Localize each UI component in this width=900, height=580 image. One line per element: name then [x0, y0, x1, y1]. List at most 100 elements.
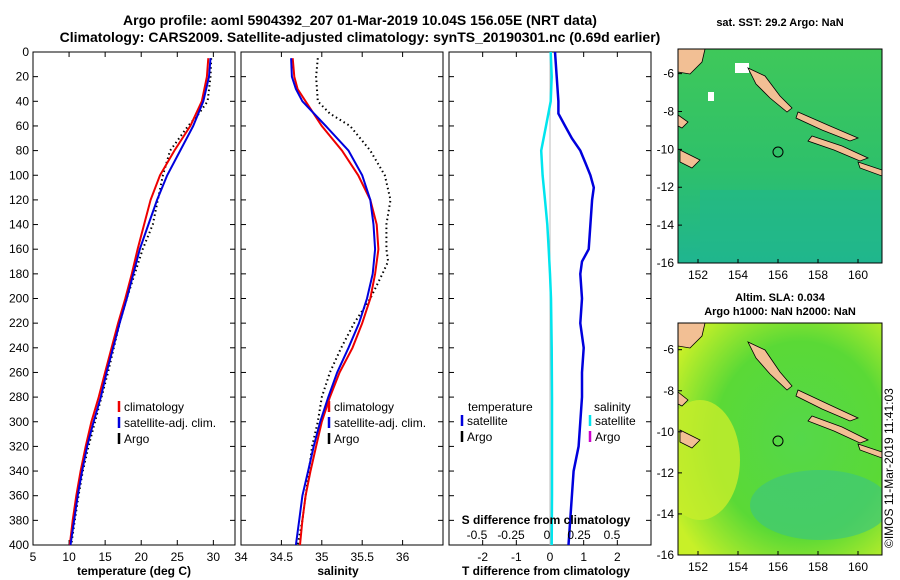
temperature-x-tick-label: 25: [171, 550, 185, 564]
temperature-panel: 0 20 40 60 80 100 120 140 160 180 200 220 240 260 280 3…: [9, 45, 236, 578]
depth-tick-label: 320: [9, 439, 29, 453]
temperature-x-tick-label: 10: [62, 550, 76, 564]
land-solomon-2: [807, 415, 869, 444]
land-new-guinea: [678, 49, 706, 75]
map-lon-label: 156: [768, 560, 788, 574]
difference-x-tick-label: 0: [547, 550, 554, 564]
difference-x-tick-label: 1: [580, 550, 587, 564]
imos-watermark: ©IMOS 11-Mar-2019 11:41:03: [882, 388, 896, 548]
legend-label: climatology: [124, 400, 184, 414]
depth-tick-label: 40: [16, 94, 30, 108]
depth-tick-label: 60: [16, 119, 30, 133]
map-lat-label: -6: [663, 67, 674, 81]
salinity-x-tick-label: 34: [234, 550, 248, 564]
land-bougainville: [747, 67, 793, 113]
argo-location-marker: [772, 146, 784, 158]
sst-map-title: sat. SST: 29.2 Argo: NaN: [716, 17, 843, 29]
difference-x-tick-label: 2: [614, 550, 621, 564]
depth-tick-label: 100: [9, 168, 29, 182]
s-difference-tick-label: -0.25: [497, 528, 525, 542]
map-lon-label: 158: [808, 268, 828, 282]
map-lat-label: -14: [657, 218, 675, 232]
map-lat-label: -10: [657, 425, 675, 439]
temperature-x-label: temperature (deg C): [77, 564, 191, 578]
map-lon-label: 154: [728, 560, 748, 574]
t-difference-x-label: T difference from climatology: [462, 564, 630, 578]
map-lat-label: -14: [657, 507, 675, 521]
difference-x-tick-label: -1: [511, 550, 522, 564]
depth-tick-label: 280: [9, 390, 29, 404]
depth-tick-label: 340: [9, 464, 29, 478]
legend-label: satellite-adj. clim.: [124, 416, 216, 430]
sla-map-title-1: Altim. SLA: 0.034: [735, 292, 826, 304]
title-line-2: Climatology: CARS2009. Satellite-adjuste…: [59, 29, 661, 45]
temperature-x-tick-label: 15: [98, 550, 112, 564]
land-png-east: [678, 114, 689, 129]
map-lat-label: -8: [663, 384, 674, 398]
depth-tick-label: 0: [22, 45, 29, 59]
legend-label: satellite-adj. clim.: [334, 416, 426, 430]
temperature-axes-frame: [32, 51, 236, 546]
land-solomon-2: [807, 135, 870, 162]
salinity-series-1: [290, 58, 377, 546]
map-lat-label: -8: [663, 104, 674, 118]
legend-label: climatology: [334, 400, 394, 414]
s-difference-label: S difference from climatology: [462, 513, 631, 527]
temperature-series-1: [69, 58, 212, 546]
legend-label: satellite: [595, 414, 636, 428]
sst-map: sat. SST: 29.2 Argo: NaN 152 154 156 158 160…: [657, 17, 883, 282]
temperature-x-tick-label: 30: [207, 550, 221, 564]
depth-tick-label: 260: [9, 365, 29, 379]
depth-tick-label: 140: [9, 218, 29, 232]
land-solomon-3: [857, 161, 882, 177]
temperature-series-0: [68, 58, 210, 546]
map-lat-label: -6: [663, 343, 674, 357]
sst-map-frame: [677, 48, 883, 264]
difference-x-tick-label: -2: [477, 550, 488, 564]
land-new-guinea: [678, 323, 706, 349]
depth-tick-label: 80: [16, 144, 30, 158]
map-lat-label: -16: [657, 256, 675, 270]
depth-tick-label: 400: [9, 538, 29, 552]
land-islet: [679, 149, 701, 169]
difference-series-0: [553, 51, 596, 546]
map-lat-label: -10: [657, 142, 675, 156]
map-lon-label: 152: [688, 560, 708, 574]
legend-label: Argo: [334, 432, 360, 446]
argo-location-marker: [772, 435, 784, 447]
depth-tick-label: 120: [9, 193, 29, 207]
sla-low-patch: [750, 470, 882, 540]
legend-label: satellite: [467, 414, 508, 428]
salinity-axes-frame: [240, 51, 444, 546]
sla-map-frame: [677, 322, 883, 556]
depth-tick-label: 200: [9, 292, 29, 306]
depth-tick-label: 240: [9, 341, 29, 355]
salinity-panel: 34 34.5 35 35.5 36 climatology satellite-adj. …: [234, 51, 444, 578]
map-lon-label: 156: [768, 268, 788, 282]
sst-cool-patch: [700, 190, 880, 260]
land-solomon-3: [857, 443, 882, 459]
s-difference-tick-label: 0: [544, 528, 551, 542]
depth-tick-label: 220: [9, 316, 29, 330]
depth-tick-label: 300: [9, 415, 29, 429]
map-lon-label: 158: [808, 560, 828, 574]
depth-tick-label: 160: [9, 242, 29, 256]
sla-map-title-2: Argo h1000: NaN h2000: NaN: [704, 306, 856, 318]
salinity-x-tick-label: 36: [396, 550, 410, 564]
temperature-x-tick-label: 20: [135, 550, 149, 564]
sla-high-patch: [678, 400, 740, 520]
depth-tick-label: 380: [9, 513, 29, 527]
map-lon-label: 152: [688, 268, 708, 282]
sst-missing-patch: [708, 92, 714, 101]
s-difference-tick-label: -0.5: [467, 528, 488, 542]
salinity-x-tick-label: 34.5: [270, 550, 294, 564]
land-solomon-1: [795, 111, 860, 142]
depth-tick-label: 180: [9, 267, 29, 281]
map-lon-label: 160: [848, 560, 868, 574]
temperature-x-tick-label: 5: [30, 550, 37, 564]
salinity-x-tick-label: 35.5: [351, 550, 375, 564]
depth-tick-label: 360: [9, 489, 29, 503]
legend-label: Argo: [595, 430, 621, 444]
map-lat-label: -12: [657, 466, 675, 480]
